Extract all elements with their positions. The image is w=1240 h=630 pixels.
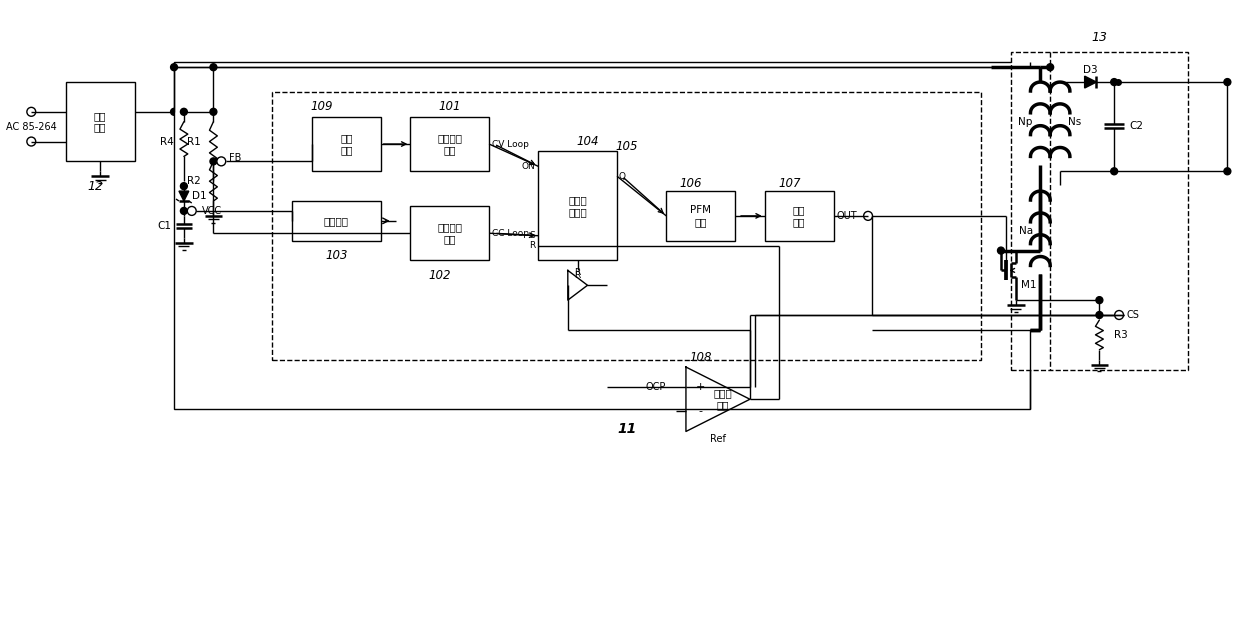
Text: CS: CS xyxy=(1127,310,1140,320)
Text: C1: C1 xyxy=(157,220,171,231)
Text: CV Loop: CV Loop xyxy=(492,139,529,149)
Circle shape xyxy=(863,212,873,220)
Text: +: + xyxy=(696,382,706,392)
Text: R3: R3 xyxy=(1115,330,1128,340)
Text: R: R xyxy=(574,268,580,277)
Bar xyxy=(410,117,489,171)
Text: 驱动
单元: 驱动 单元 xyxy=(792,205,806,227)
Text: 恒压环路
控制: 恒压环路 控制 xyxy=(438,133,463,155)
Text: R4: R4 xyxy=(160,137,174,147)
Text: M1: M1 xyxy=(1021,280,1037,290)
Text: R1: R1 xyxy=(187,137,201,147)
Text: 采样
保持: 采样 保持 xyxy=(340,133,352,155)
Text: 开启信
号逻辑: 开启信 号逻辑 xyxy=(568,195,587,217)
Circle shape xyxy=(1224,79,1231,86)
Circle shape xyxy=(181,183,187,190)
Text: Ns: Ns xyxy=(1068,117,1081,127)
Circle shape xyxy=(27,107,36,117)
Circle shape xyxy=(1047,64,1054,71)
Circle shape xyxy=(210,108,217,115)
Text: -: - xyxy=(698,406,703,416)
Circle shape xyxy=(1096,311,1102,319)
Text: ON: ON xyxy=(522,162,536,171)
Circle shape xyxy=(210,158,217,165)
Bar xyxy=(273,92,981,360)
Circle shape xyxy=(181,108,187,115)
Text: 11: 11 xyxy=(618,422,636,436)
Bar xyxy=(293,201,381,241)
Circle shape xyxy=(1224,168,1231,175)
Polygon shape xyxy=(1085,76,1096,88)
Bar xyxy=(765,191,833,241)
Circle shape xyxy=(27,137,36,146)
Bar xyxy=(311,117,381,171)
Circle shape xyxy=(171,108,177,115)
Text: 整流
单元: 整流 单元 xyxy=(94,111,107,132)
Text: CC Loop: CC Loop xyxy=(492,229,529,238)
Text: PFM
单元: PFM 单元 xyxy=(691,205,712,227)
Text: OCP: OCP xyxy=(646,382,666,392)
Circle shape xyxy=(171,64,177,71)
Circle shape xyxy=(217,157,226,166)
Text: 逐周期
限流: 逐周期 限流 xyxy=(713,389,733,410)
Bar xyxy=(666,191,735,241)
Text: 109: 109 xyxy=(310,100,334,113)
Circle shape xyxy=(997,247,1004,254)
Text: 恒流环路
控制: 恒流环路 控制 xyxy=(438,222,463,244)
Circle shape xyxy=(1115,311,1123,319)
Bar xyxy=(410,206,489,260)
Circle shape xyxy=(1111,168,1117,175)
Bar xyxy=(66,82,135,161)
Text: AC 85-264: AC 85-264 xyxy=(6,122,57,132)
Bar xyxy=(538,151,618,260)
Text: 104: 104 xyxy=(577,135,599,148)
Text: 101: 101 xyxy=(439,100,461,113)
Text: Ref: Ref xyxy=(711,435,725,444)
Text: Na: Na xyxy=(1018,226,1033,236)
Polygon shape xyxy=(179,191,188,201)
Bar xyxy=(1011,52,1188,370)
Text: 108: 108 xyxy=(689,351,712,364)
Text: 103: 103 xyxy=(325,249,347,262)
Text: 内建电源: 内建电源 xyxy=(324,216,348,226)
Text: 13: 13 xyxy=(1091,31,1107,44)
Circle shape xyxy=(210,64,217,71)
Circle shape xyxy=(1111,79,1117,86)
Text: R2: R2 xyxy=(187,176,201,186)
Text: D3: D3 xyxy=(1084,65,1097,75)
Circle shape xyxy=(181,207,187,214)
Text: D1: D1 xyxy=(192,191,206,201)
Bar xyxy=(174,62,1030,409)
Text: 12: 12 xyxy=(87,180,103,193)
Text: R: R xyxy=(574,271,580,280)
Text: S: S xyxy=(529,231,536,240)
Text: Np: Np xyxy=(1018,117,1033,127)
Text: 102: 102 xyxy=(429,269,451,282)
Text: VCC: VCC xyxy=(202,206,222,216)
Text: C2: C2 xyxy=(1128,121,1143,130)
Text: FB: FB xyxy=(229,153,242,163)
Circle shape xyxy=(187,207,196,215)
Text: 106: 106 xyxy=(680,176,702,190)
Text: Q: Q xyxy=(619,172,626,181)
Text: 105: 105 xyxy=(615,140,639,153)
Text: 107: 107 xyxy=(777,176,801,190)
Text: OUT: OUT xyxy=(837,211,857,221)
Circle shape xyxy=(1096,297,1102,304)
Text: R: R xyxy=(529,241,536,250)
